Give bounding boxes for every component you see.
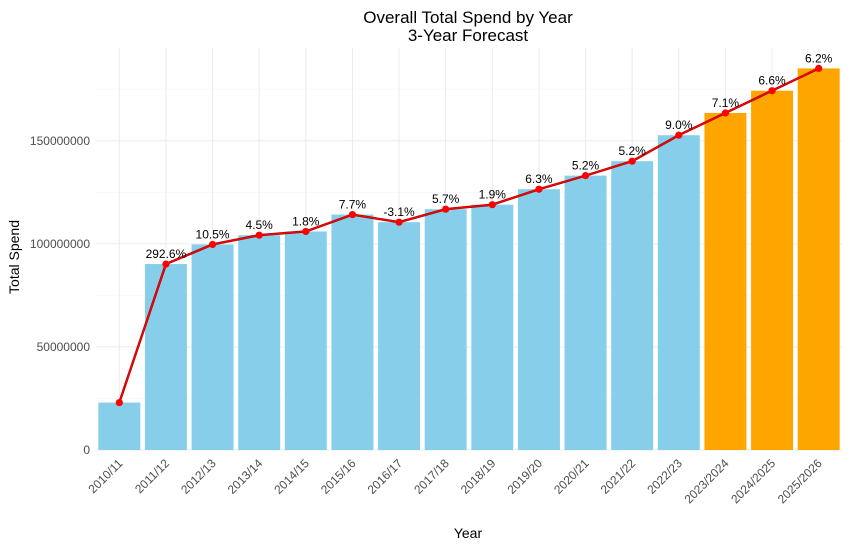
actual-bar xyxy=(611,161,654,450)
growth-label: 6.2% xyxy=(805,51,833,65)
actual-bar xyxy=(564,175,607,450)
x-tick-label: 2012/13 xyxy=(178,456,219,497)
bars xyxy=(98,68,840,451)
trend-point xyxy=(768,87,776,95)
growth-label: 10.5% xyxy=(196,227,230,241)
growth-label: 7.1% xyxy=(712,96,740,110)
trend-point xyxy=(255,231,263,239)
trend-point xyxy=(115,398,123,407)
trend-point xyxy=(675,131,683,139)
actual-bar xyxy=(331,214,374,450)
trend-point xyxy=(302,227,310,236)
trend-point xyxy=(628,157,636,165)
x-tick-label: 2016/17 xyxy=(365,456,406,497)
growth-label: 9.0% xyxy=(665,118,693,132)
forecast-bar xyxy=(797,68,840,450)
x-tick-label: 2024/2025 xyxy=(728,456,778,506)
x-tick-label: 2019/20 xyxy=(504,456,545,497)
x-tick-label: 2011/12 xyxy=(132,456,172,496)
chart-subtitle: 3-Year Forecast xyxy=(408,26,529,45)
forecast-bar xyxy=(751,90,794,451)
y-tick-label: 100000000 xyxy=(30,237,90,251)
actual-bar xyxy=(471,204,514,450)
x-tick-label: 2025/2026 xyxy=(775,456,825,506)
trend-point xyxy=(442,205,450,213)
x-tick-label: 2013/14 xyxy=(225,456,266,497)
growth-label: 5.2% xyxy=(619,144,647,158)
growth-label: 1.8% xyxy=(292,214,320,228)
actual-bar xyxy=(378,222,421,450)
x-tick-label: 2022/23 xyxy=(644,456,685,497)
chart-title: Overall Total Spend by Year xyxy=(363,8,573,27)
y-tick-label: 150000000 xyxy=(30,134,90,148)
trend-point xyxy=(535,185,543,193)
trend-line xyxy=(115,64,823,407)
growth-label: 6.3% xyxy=(525,172,553,186)
x-tick-label: 2010/11 xyxy=(85,456,125,496)
x-tick-label: 2020/21 xyxy=(551,456,592,497)
x-tick-label: 2015/16 xyxy=(318,456,359,497)
y-axis-title: Total Spend xyxy=(6,220,22,294)
growth-label: 4.5% xyxy=(246,218,274,232)
trend-point xyxy=(395,218,403,226)
y-tick-label: 0 xyxy=(83,443,90,457)
actual-bar xyxy=(98,402,141,450)
growth-label: 5.2% xyxy=(572,159,600,173)
data-labels: 292.6% 10.5% 4.5% 1.8% 7.7% -3.1% 5.7% 1.9% 6.3%… xyxy=(146,51,833,261)
growth-label: -3.1% xyxy=(383,205,415,219)
x-tick-label: 2017/18 xyxy=(411,456,452,497)
actual-bar xyxy=(144,264,187,450)
growth-label: 292.6% xyxy=(146,247,187,261)
x-tick-label: 2021/22 xyxy=(598,456,639,497)
x-tick-label: 2014/15 xyxy=(271,456,312,497)
growth-label: 6.6% xyxy=(758,74,786,88)
trend-point xyxy=(581,172,590,180)
trend-point xyxy=(721,109,730,117)
forecast-bar xyxy=(704,112,747,450)
growth-label: 1.9% xyxy=(479,188,507,202)
actual-bar xyxy=(238,235,281,450)
x-axis-title: Year xyxy=(454,525,483,541)
actual-bar xyxy=(424,209,467,450)
trend-point xyxy=(348,210,357,219)
growth-label: 7.7% xyxy=(339,198,367,212)
trend-point xyxy=(488,201,496,209)
x-tick-label: 2023/2024 xyxy=(682,456,732,506)
actual-bar xyxy=(517,189,560,450)
x-axis: 2010/11 2011/12 2012/13 2013/14 2014/15 2015/… xyxy=(85,456,825,506)
growth-label: 5.7% xyxy=(432,192,460,206)
x-tick-label: 2018/19 xyxy=(458,456,499,497)
trend-point xyxy=(208,240,217,249)
actual-bar xyxy=(191,244,234,450)
trend-point xyxy=(162,260,170,268)
actual-bar xyxy=(284,231,327,450)
y-tick-label: 50000000 xyxy=(37,340,91,354)
actual-bar xyxy=(657,135,700,451)
y-axis: 0 50000000 100000000 150000000 xyxy=(30,134,90,457)
trend-line-path xyxy=(118,67,819,403)
trend-point xyxy=(815,64,823,73)
